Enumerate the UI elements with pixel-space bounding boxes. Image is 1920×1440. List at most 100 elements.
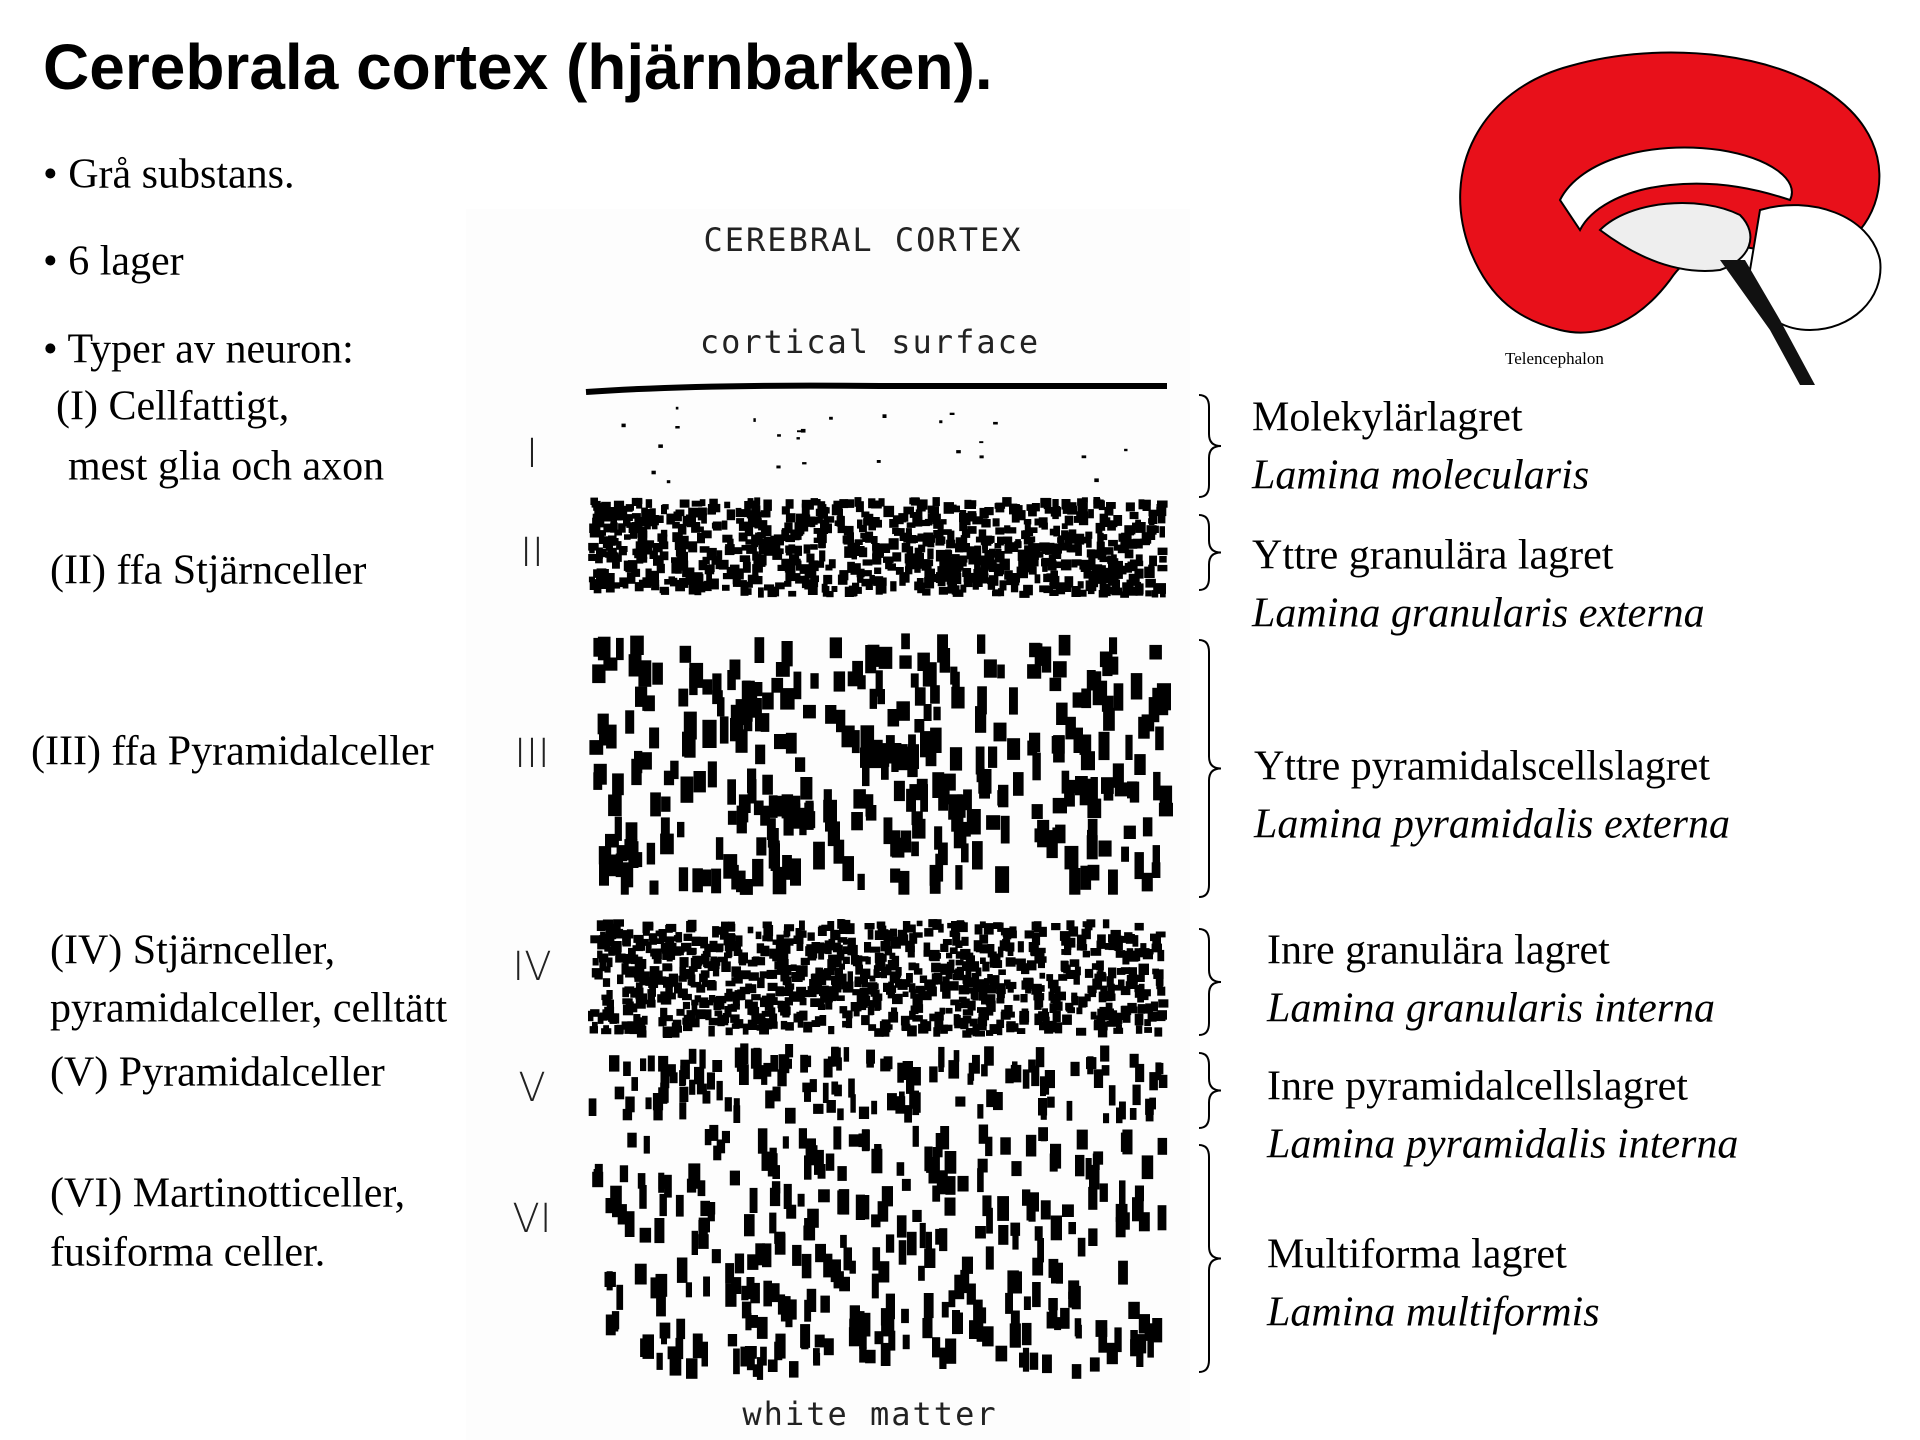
cell bbox=[1093, 1069, 1104, 1088]
cell bbox=[1084, 968, 1094, 978]
cell bbox=[857, 519, 863, 529]
cell bbox=[912, 1094, 920, 1116]
cell bbox=[942, 939, 952, 946]
cell bbox=[958, 996, 967, 1003]
cell bbox=[1021, 963, 1030, 975]
cell bbox=[1135, 1063, 1145, 1083]
cell bbox=[716, 550, 723, 560]
cell bbox=[785, 1107, 796, 1124]
layer-name: Yttre granulära lagret bbox=[1252, 533, 1614, 579]
cell bbox=[1153, 771, 1161, 801]
cell bbox=[1118, 979, 1125, 987]
cell bbox=[618, 523, 626, 533]
cell bbox=[977, 1017, 988, 1027]
cell bbox=[672, 1025, 682, 1033]
cell bbox=[616, 845, 628, 862]
cell bbox=[916, 920, 923, 927]
cell bbox=[781, 641, 793, 667]
cell bbox=[859, 1336, 867, 1349]
cell bbox=[693, 578, 701, 589]
cell bbox=[1001, 1009, 1008, 1018]
cell bbox=[999, 580, 1007, 591]
cell bbox=[740, 586, 749, 596]
cell bbox=[679, 988, 688, 999]
cell bbox=[610, 522, 618, 533]
cell bbox=[885, 1234, 895, 1253]
cell bbox=[818, 949, 825, 960]
cell bbox=[1151, 944, 1159, 952]
cell bbox=[1046, 830, 1058, 859]
cell bbox=[861, 579, 870, 587]
cell bbox=[837, 1166, 847, 1181]
cell bbox=[976, 1316, 984, 1342]
cell bbox=[932, 516, 939, 525]
cell bbox=[866, 1051, 874, 1068]
cell bbox=[863, 518, 870, 526]
cell bbox=[689, 582, 695, 589]
cell bbox=[1065, 969, 1076, 979]
bullet: • Grå substans. bbox=[43, 152, 295, 198]
cell bbox=[1006, 577, 1014, 586]
cell bbox=[1128, 573, 1136, 585]
cell bbox=[818, 1000, 825, 1006]
cell bbox=[603, 1025, 609, 1033]
cell bbox=[1121, 539, 1131, 549]
cell bbox=[1082, 950, 1090, 958]
cell bbox=[1040, 1128, 1047, 1142]
cell bbox=[599, 935, 607, 942]
cell bbox=[927, 513, 934, 523]
cell bbox=[630, 635, 644, 655]
cell bbox=[818, 510, 825, 519]
cell bbox=[715, 995, 727, 1004]
cell bbox=[912, 993, 923, 1006]
cell bbox=[1071, 1364, 1082, 1379]
cell bbox=[774, 1233, 786, 1255]
cell bbox=[1103, 777, 1114, 801]
cell bbox=[747, 500, 754, 509]
cell bbox=[1130, 673, 1143, 700]
cell bbox=[661, 504, 667, 515]
cell bbox=[614, 529, 622, 536]
cell bbox=[1032, 752, 1041, 781]
cell bbox=[973, 577, 983, 587]
cell bbox=[598, 534, 605, 544]
cell bbox=[961, 529, 971, 538]
cell bbox=[623, 514, 633, 521]
cell bbox=[935, 1228, 947, 1245]
cell bbox=[934, 826, 943, 850]
cell bbox=[1159, 556, 1167, 563]
cell bbox=[727, 779, 736, 805]
cell bbox=[1103, 547, 1114, 555]
cell bbox=[699, 581, 706, 593]
cell bbox=[719, 716, 729, 744]
cell bbox=[935, 549, 946, 562]
cell bbox=[981, 519, 991, 528]
cell bbox=[1042, 560, 1048, 572]
cell bbox=[621, 423, 626, 428]
cell bbox=[744, 999, 753, 1009]
cell bbox=[659, 1322, 671, 1339]
cell bbox=[803, 1055, 812, 1068]
cell bbox=[722, 573, 734, 580]
cell bbox=[871, 1100, 878, 1115]
cell bbox=[886, 986, 895, 995]
cell bbox=[1134, 1185, 1144, 1202]
cell bbox=[991, 975, 1000, 987]
cell bbox=[979, 770, 990, 799]
cell bbox=[940, 1126, 950, 1150]
cell bbox=[673, 535, 681, 543]
cell bbox=[912, 818, 926, 839]
cell bbox=[963, 578, 973, 588]
cell bbox=[1012, 576, 1020, 586]
cell bbox=[874, 1028, 884, 1037]
cell bbox=[605, 1198, 617, 1214]
cell bbox=[1097, 574, 1105, 584]
cell bbox=[740, 1043, 749, 1065]
cell bbox=[783, 938, 794, 946]
cell bbox=[738, 794, 751, 813]
cell bbox=[682, 560, 689, 570]
cell bbox=[979, 921, 986, 928]
cell bbox=[1041, 522, 1048, 530]
cell bbox=[762, 774, 773, 795]
cell bbox=[602, 919, 614, 931]
